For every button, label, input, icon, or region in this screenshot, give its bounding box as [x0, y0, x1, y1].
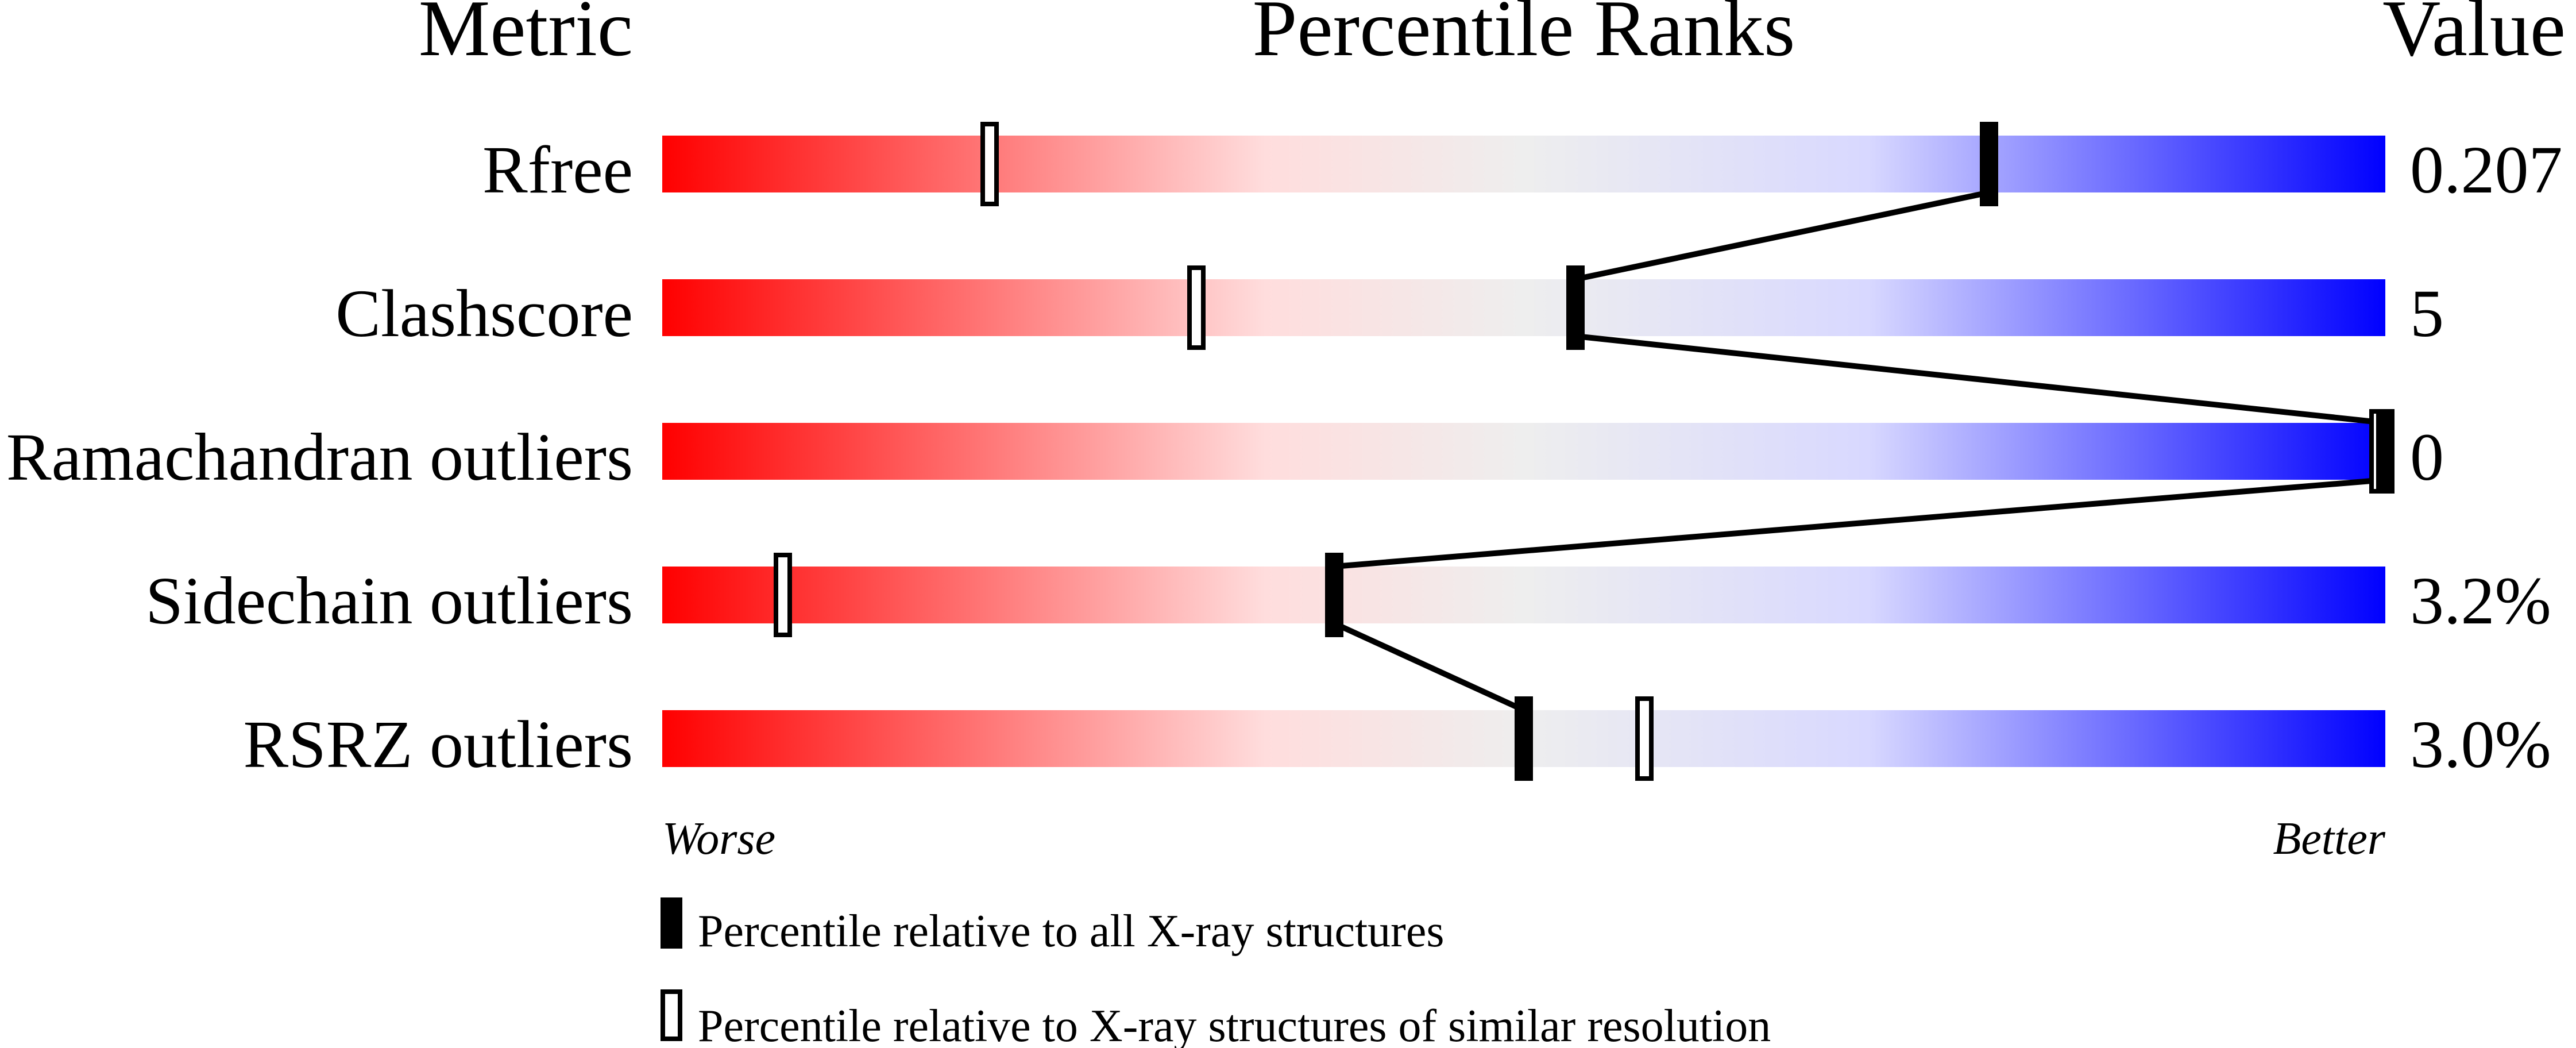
percentile-bar	[662, 279, 2385, 336]
percentile-bar	[662, 136, 2385, 192]
rows: Rfree 0.207 Clashscore 5 Ramachandran outlie…	[6, 132, 2563, 782]
metric-label: Rfree	[482, 132, 633, 207]
axis-worse-label: Worse	[662, 814, 775, 864]
connector-lines	[1333, 190, 2386, 713]
connector-line	[1574, 190, 1990, 282]
marker-all-structures	[1325, 553, 1343, 637]
marker-similar-resolution	[1635, 696, 1654, 781]
marker-similar-resolution	[774, 553, 792, 637]
metric-value: 3.0%	[2410, 707, 2551, 782]
connector-line	[1333, 621, 1525, 713]
marker-all-structures	[1980, 122, 1998, 206]
percentile-bar	[662, 423, 2385, 480]
marker-similar-resolution	[1187, 265, 1206, 350]
marker-all-structures	[1566, 265, 1585, 350]
markers	[774, 122, 2395, 781]
metric-label: RSRZ outliers	[243, 707, 633, 782]
connector-line	[1334, 477, 2386, 569]
connector-line	[1575, 333, 2386, 426]
metric-label: Sidechain outliers	[145, 563, 633, 638]
metric-value: 5	[2410, 276, 2444, 351]
legend-open-label: Percentile relative to X-ray structures …	[698, 1001, 1771, 1048]
header-metric: Metric	[419, 0, 633, 73]
metric-label: Clashscore	[335, 276, 633, 351]
legend-open-marker-icon	[661, 989, 682, 1041]
legend-filled-marker-icon	[661, 897, 682, 949]
metric-label: Ramachandran outliers	[6, 419, 633, 495]
marker-all-structures	[2376, 409, 2395, 494]
axis-better-label: Better	[2273, 814, 2386, 864]
metric-value: 3.2%	[2410, 563, 2551, 638]
legend-filled-label: Percentile relative to all X-ray structu…	[698, 906, 1444, 957]
marker-similar-resolution	[980, 122, 999, 206]
percentile-bar	[662, 567, 2385, 623]
metric-value: 0	[2410, 419, 2444, 495]
metric-value: 0.207	[2410, 132, 2563, 207]
header-value: Value	[2382, 0, 2566, 73]
marker-all-structures	[1515, 696, 1533, 781]
header-percentile-ranks: Percentile Ranks	[1253, 0, 1795, 73]
